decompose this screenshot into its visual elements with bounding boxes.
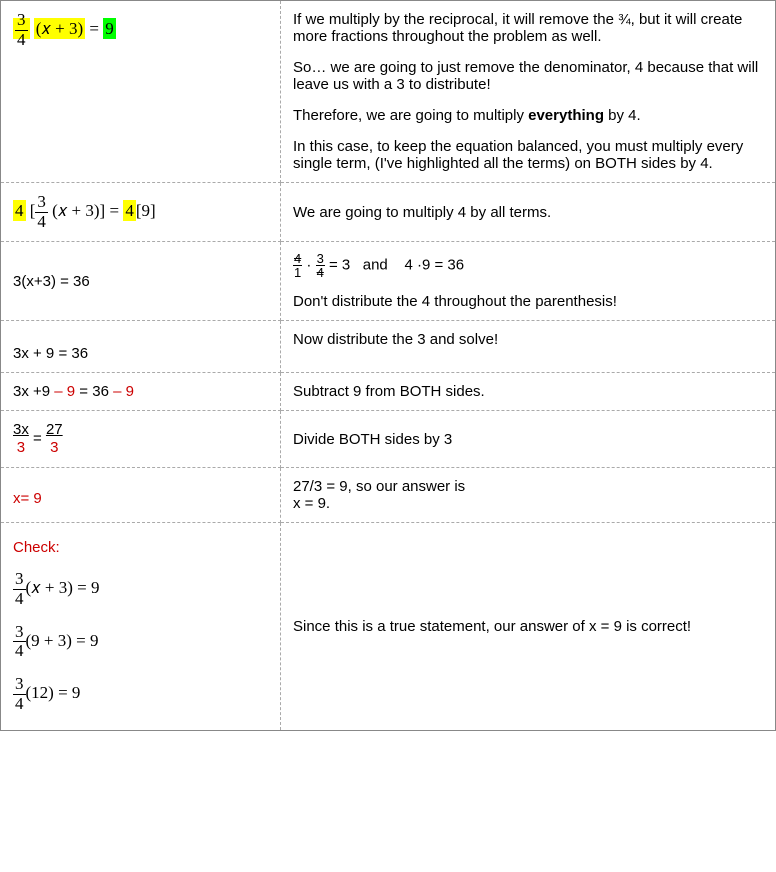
check-section: Check: 34(𝑥 + 3) = 9 34(9 + 3) = 9 34(12… (1, 523, 281, 730)
fraction-denominator: 4 (15, 31, 28, 50)
rhs-value: 9 (103, 18, 116, 39)
explanation-text: Divide BOTH sides by 3 (293, 431, 763, 448)
worked-example-table: 34 (𝑥 + 3) = 9 If we multiply by the rec… (0, 0, 776, 731)
explanation-text: So… we are going to just remove the deno… (293, 59, 763, 93)
explanation-text: In this case, to keep the equation balan… (293, 138, 763, 172)
step-2-explanation: We are going to multiply 4 by all terms. (281, 183, 776, 242)
step-5-equation: 3x +9 – 9 = 36 – 9 (1, 373, 281, 411)
explanation-text: We are going to multiply 4 by all terms. (293, 204, 763, 221)
explanation-text: Therefore, we are going to multiply ever… (293, 107, 763, 124)
explanation-text: Now distribute the 3 and solve! (293, 331, 763, 348)
step-5-explanation: Subtract 9 from BOTH sides. (281, 373, 776, 411)
equation-text: 3x + 9 = 36 (13, 345, 88, 362)
multiplier-left: 4 (13, 200, 26, 221)
step-6-explanation: Divide BOTH sides by 3 (281, 411, 776, 468)
check-heading: Check: (13, 539, 268, 556)
step-7-explanation: 27/3 = 9, so our answer is x = 9. (281, 468, 776, 523)
step-1-equation: 34 (𝑥 + 3) = 9 (1, 1, 281, 183)
equals-sign: = (89, 19, 103, 38)
multiplier-right: 4 (123, 200, 136, 221)
explanation-text: 27/3 = 9, so our answer is (293, 478, 763, 495)
equation-text: 3(x+3) = 36 (13, 273, 90, 290)
step-1-explanation: If we multiply by the reciprocal, it wil… (281, 1, 776, 183)
explanation-text: Don't distribute the 4 throughout the pa… (293, 293, 763, 310)
explanation-text: Subtract 9 from BOTH sides. (293, 383, 763, 400)
explanation-text: x = 9. (293, 495, 763, 512)
explanation-text: Since this is a true statement, our answ… (293, 618, 763, 635)
explanation-text: If we multiply by the reciprocal, it wil… (293, 11, 763, 45)
step-4-equation: 3x + 9 = 36 (1, 321, 281, 373)
step-4-explanation: Now distribute the 3 and solve! (281, 321, 776, 373)
step-7-equation: x= 9 (1, 468, 281, 523)
answer-text: x= 9 (13, 490, 42, 507)
check-explanation: Since this is a true statement, our answ… (281, 523, 776, 730)
step-6-equation: 3x3 = 273 (1, 411, 281, 468)
step-2-equation: 4 [34 (𝑥 + 3)] = 4[9] (1, 183, 281, 242)
step-3-equation: 3(x+3) = 36 (1, 242, 281, 321)
fraction-numerator: 3 (15, 11, 28, 31)
expression-parenthetical: (𝑥 + 3) (34, 18, 85, 39)
step-3-explanation: 41 · 34 = 3 and 4 ·9 = 36 Don't distribu… (281, 242, 776, 321)
